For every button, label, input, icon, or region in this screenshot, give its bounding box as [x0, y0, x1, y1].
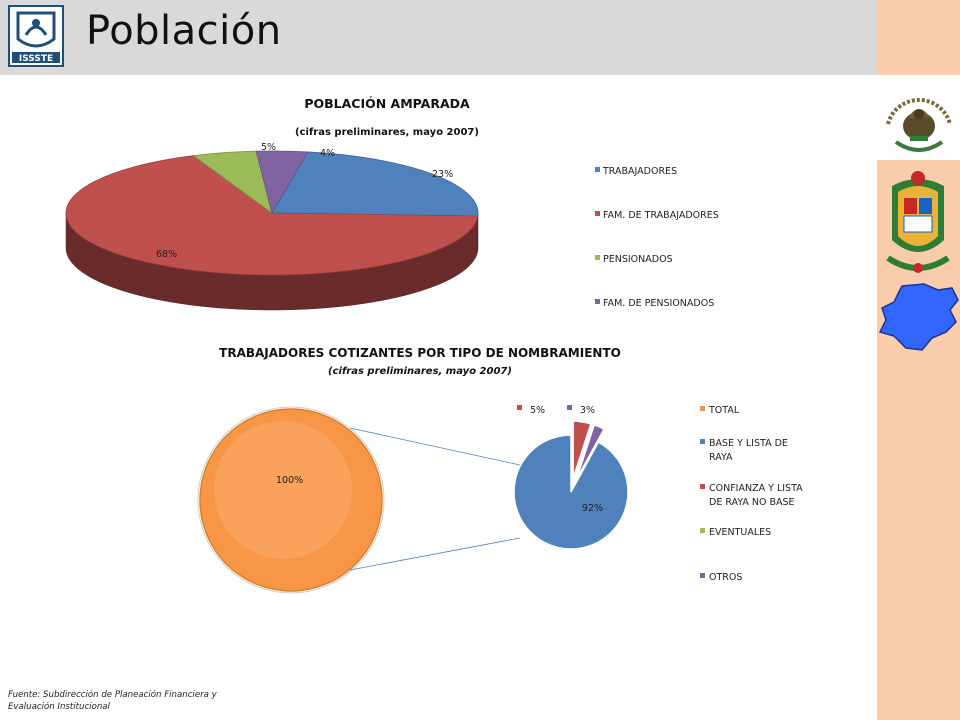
chart1-title: POBLACIÓN AMPARADA: [304, 96, 470, 111]
legend-swatch-pensionados: [595, 255, 600, 260]
data-label-fam-de-pensionados: 4%: [320, 148, 335, 159]
secondary-slice-confianza-y-lista-de-raya-no-base: [572, 420, 592, 479]
legend-swatch-fam-de-trabajadores: [595, 211, 600, 216]
connector-line-bottom: [349, 537, 521, 571]
legend-item-pensionados: PENSIONADOS: [603, 254, 673, 265]
legend-swatch-trabajadores: [595, 167, 600, 172]
chart-trabajadores-cotizantes: TRABAJADORES COTIZANTES POR TIPO DE NOMB…: [197, 346, 803, 594]
page-title: Población: [86, 8, 282, 54]
header-bar: [0, 0, 877, 75]
legend-swatch-eventuales: [700, 528, 705, 533]
label-marker-base-y-lista-de-raya: [569, 503, 574, 508]
legend-item-fam-de-trabajadores: FAM. DE TRABAJADORES: [603, 210, 719, 221]
mexico-emblem-icon: [886, 97, 952, 152]
legend-item-fam-de-pensionados: FAM. DE PENSIONADOS: [603, 298, 714, 309]
legend-swatch-fam-de-pensionados: [595, 299, 600, 304]
data-label-pensionados: 5%: [261, 142, 276, 153]
data-label-base-y-lista-de-raya: 92%: [582, 503, 603, 514]
michoacan-crest-icon: [886, 171, 950, 273]
chart2-subtitle: (cifras preliminares, mayo 2007): [328, 366, 512, 377]
legend-item-trabajadores: TRABAJADORES: [602, 166, 677, 177]
chart2-title: TRABAJADORES COTIZANTES POR TIPO DE NOMB…: [219, 346, 621, 360]
legend-item-eventuales: EVENTUALES: [709, 527, 771, 538]
data-label-trabajadores: 23%: [432, 169, 453, 180]
data-label-confianza-y-lista-de-raya-no-base: 5%: [530, 405, 545, 416]
legend-swatch-total: [700, 406, 705, 411]
legend-item-total: TOTAL: [708, 405, 740, 416]
chart1-subtitle: (cifras preliminares, mayo 2007): [295, 127, 479, 138]
chart-poblacion-amparada: POBLACIÓN AMPARADA (cifras preliminares,…: [65, 96, 719, 311]
secondary-slice-base-y-lista-de-raya: [513, 434, 629, 550]
slice-fam-de-trabajadores: [65, 155, 479, 276]
data-label-fam-de-trabajadores: 68%: [156, 249, 177, 260]
main-pie-total: [199, 408, 383, 592]
legend-item-base-y-lista-de-raya: BASE Y LISTA DE RAYA: [709, 438, 788, 463]
logo-text: ISSSTE: [19, 54, 53, 64]
secondary-slice-otros: [575, 423, 606, 480]
slice-fam-de-pensionados: [255, 150, 309, 215]
legend-item-confianza-y-lista-de-raya-no-base: CONFIANZA Y LISTA DE RAYA NO BASE: [709, 483, 803, 508]
source-line-1: Fuente: Subdirección de Planeación Finan…: [8, 690, 217, 700]
data-label-otros: 3%: [580, 405, 595, 416]
data-label-total: 100%: [276, 475, 303, 486]
label-marker-otros: [567, 405, 572, 410]
source-line-2: Evaluación Institucional: [8, 702, 110, 712]
michoacan-map-icon: [878, 283, 959, 351]
legend-swatch-confianza-y-lista-de-raya-no-base: [700, 484, 705, 489]
issste-logo-icon: ISSSTE: [8, 5, 64, 67]
slice-trabajadores: [271, 151, 479, 217]
legend-swatch-base-y-lista-de-raya: [700, 439, 705, 444]
legend-item-otros: OTROS: [709, 572, 742, 583]
legend-swatch-otros: [700, 573, 705, 578]
source-note: Fuente: Subdirección de Planeación Finan…: [8, 689, 268, 713]
label-marker-confianza-y-lista-de-raya-no-base: [517, 405, 522, 410]
connector-line-top: [349, 427, 521, 466]
